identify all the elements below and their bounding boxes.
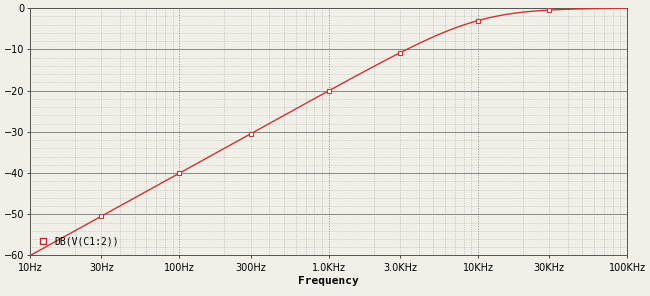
X-axis label: Frequency: Frequency: [298, 276, 359, 286]
Legend: DB(V(C1:2)): DB(V(C1:2)): [35, 233, 123, 251]
